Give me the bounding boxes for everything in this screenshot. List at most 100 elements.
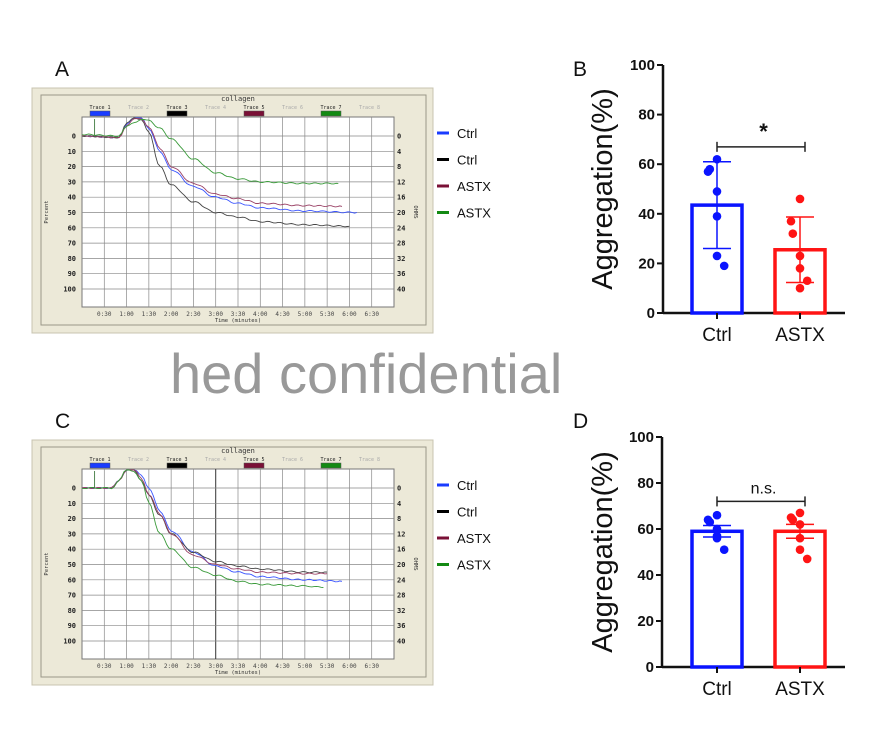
trace-swatch xyxy=(243,462,265,469)
y-tick-label: 90 xyxy=(68,622,76,630)
trace-header: Trace 1 xyxy=(89,105,110,111)
x-tick-label: 4:00 xyxy=(253,663,268,670)
y2-tick-label: 32 xyxy=(397,607,405,615)
x-tick-label: 5:30 xyxy=(320,311,335,318)
significance-label: * xyxy=(759,119,768,144)
x-category-label: ASTX xyxy=(775,679,825,700)
legend-label: Ctrl xyxy=(457,505,477,520)
significance-label: n.s. xyxy=(751,480,777,497)
x-tick-label: 6:00 xyxy=(342,311,357,318)
chart-inner-frame xyxy=(40,446,427,678)
trace-header: Trace 5 xyxy=(243,105,264,111)
data-point xyxy=(712,154,722,164)
y-tick-label: 20 xyxy=(68,163,76,171)
x-axis-label: Time (minutes) xyxy=(215,318,261,324)
y-tick-label: 80 xyxy=(638,107,655,124)
x-tick-label: 3:30 xyxy=(231,663,246,670)
data-point xyxy=(705,517,715,527)
y2-tick-label: 8 xyxy=(397,515,401,523)
x-tick-label: 6:30 xyxy=(364,311,379,318)
x-tick-label: 5:00 xyxy=(298,663,313,670)
y2-axis-label: OHMS xyxy=(412,557,418,570)
trace-header: Trace 1 xyxy=(89,457,110,463)
y2-tick-label: 16 xyxy=(397,546,405,554)
trace-line-ctrl xyxy=(81,117,350,228)
legend-label: ASTX xyxy=(457,558,491,573)
panel-label-c: C xyxy=(55,410,70,433)
y2-tick-label: 0 xyxy=(397,485,401,493)
chart-title: collagen xyxy=(221,447,255,455)
trace-line-ctrl xyxy=(81,117,358,214)
watermark: hed confidential xyxy=(170,342,562,405)
y2-tick-label: 20 xyxy=(397,561,405,569)
data-point xyxy=(795,520,805,529)
trace-swatch xyxy=(89,110,111,117)
y-axis-label: Aggregation(%) xyxy=(587,451,619,653)
trace-header: Trace 4 xyxy=(205,457,226,463)
y-tick-label: 100 xyxy=(63,638,76,646)
data-point xyxy=(795,194,805,204)
data-point xyxy=(712,187,722,196)
x-tick-label: 5:30 xyxy=(320,663,335,670)
y-tick-label: 60 xyxy=(638,156,655,173)
y-tick-label: 20 xyxy=(637,613,654,630)
x-tick-label: 4:30 xyxy=(275,311,290,318)
y2-tick-label: 16 xyxy=(397,194,405,202)
trace-header: Trace 5 xyxy=(243,457,264,463)
y2-tick-label: 4 xyxy=(397,500,401,508)
x-tick-label: 0:30 xyxy=(97,663,112,670)
y-tick-label: 100 xyxy=(63,286,76,294)
y2-tick-label: 0 xyxy=(397,133,401,141)
y-tick-label: 50 xyxy=(68,209,76,217)
y2-tick-label: 36 xyxy=(397,270,405,278)
trace-header: Trace 4 xyxy=(205,105,226,111)
data-point xyxy=(712,510,722,520)
y-tick-label: 80 xyxy=(68,255,76,263)
trace-line-astx xyxy=(81,119,339,185)
x-tick-label: 4:00 xyxy=(253,311,268,318)
y-tick-label: 40 xyxy=(638,206,655,223)
x-category-label: Ctrl xyxy=(702,679,732,700)
bar-chart-d: 0 20 40 60 80 100 Aggregation(%) Ctrl ASTX n.s. xyxy=(587,429,845,700)
y2-tick-label: 40 xyxy=(397,286,405,294)
y-tick-label: 0 xyxy=(72,485,76,493)
data-point xyxy=(795,545,805,554)
y-tick-label: 0 xyxy=(646,659,654,676)
y2-tick-label: 32 xyxy=(397,255,405,263)
y2-tick-label: 8 xyxy=(397,163,401,171)
data-point xyxy=(802,276,812,286)
y-tick-label: 100 xyxy=(629,429,654,446)
x-tick-label: 2:00 xyxy=(164,311,179,318)
x-tick-label: 4:30 xyxy=(275,663,290,670)
y-axis-label: Percent xyxy=(44,552,50,575)
data-point xyxy=(712,524,722,534)
data-point xyxy=(802,554,812,564)
y-tick-label: 40 xyxy=(637,567,654,584)
y-tick-label: 60 xyxy=(637,521,654,538)
trace-header: Trace 2 xyxy=(128,457,149,463)
data-point xyxy=(795,533,805,543)
bar-ctrl xyxy=(690,529,744,669)
x-tick-label: 2:30 xyxy=(186,311,201,318)
y-tick-label: 60 xyxy=(68,576,76,584)
y2-tick-label: 36 xyxy=(397,622,405,630)
y-tick-label: 80 xyxy=(637,475,654,492)
trace-header: Trace 8 xyxy=(359,105,380,111)
trace-swatch xyxy=(243,110,265,117)
data-point xyxy=(786,216,796,226)
data-point xyxy=(712,251,722,261)
trace-header: Trace 7 xyxy=(320,457,341,463)
y-tick-label: 40 xyxy=(68,546,76,554)
legend-label: ASTX xyxy=(457,531,491,546)
y-tick-label: 30 xyxy=(68,530,76,538)
y-tick-label: 10 xyxy=(68,148,76,156)
data-point xyxy=(719,545,729,554)
trace-swatch xyxy=(320,462,342,469)
trace-swatch xyxy=(166,462,188,469)
data-point xyxy=(712,211,722,221)
y2-tick-label: 4 xyxy=(397,148,401,156)
data-point xyxy=(719,261,729,271)
y-tick-label: 50 xyxy=(68,561,76,569)
y-tick-label: 90 xyxy=(68,270,76,278)
trace-swatch xyxy=(89,462,111,469)
